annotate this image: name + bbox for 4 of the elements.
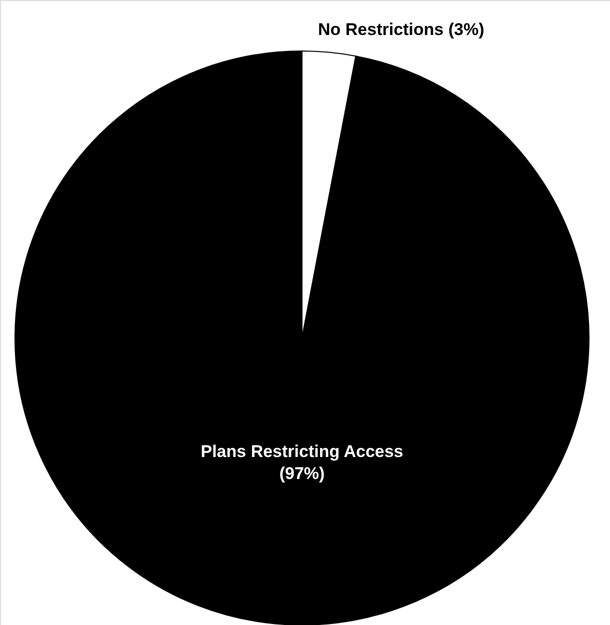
pie-slice	[14, 50, 590, 625]
slice-label: No Restrictions (3%)	[318, 20, 484, 39]
data-label: (97%)	[279, 464, 325, 483]
slice-label: Plans Restricting Access	[200, 442, 404, 461]
